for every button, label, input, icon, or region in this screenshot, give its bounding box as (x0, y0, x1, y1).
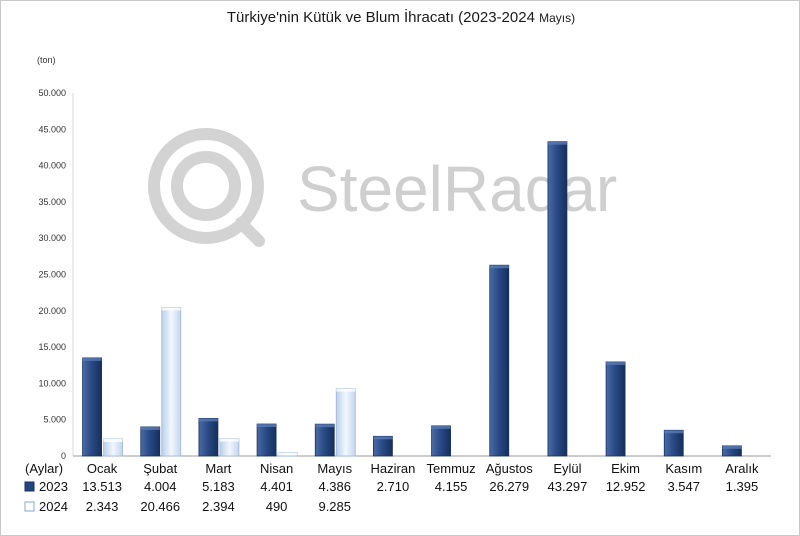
y-tick-label: 40.000 (38, 161, 66, 171)
bar-cap-2023-Ağustos (489, 265, 509, 269)
bar-cap-2023-Aralık (722, 445, 742, 449)
bar-cap-2023-Eylül (547, 141, 567, 145)
table-value-2023-Aralık: 1.395 (726, 479, 759, 494)
bar-2023-Temmuz (431, 425, 451, 457)
category-label-Mart: Mart (205, 461, 231, 476)
bar-cap-2024-Mart (219, 438, 239, 442)
legend-label-2023: 2023 (39, 479, 68, 494)
table-value-2024-Mayıs: 9.285 (318, 499, 351, 514)
y-tick-label: 15.000 (38, 342, 66, 352)
bar-cap-2023-Temmuz (431, 425, 451, 429)
bar-cap-2023-Nisan (257, 424, 277, 428)
bar-2023-Nisan (256, 423, 277, 457)
bar-cap-2023-Kasım (664, 430, 684, 434)
table-value-2023-Ocak: 13.513 (82, 479, 122, 494)
bar-cap-2024-Nisan (278, 452, 298, 456)
legend-swatch-2023 (24, 481, 35, 492)
bar-2023-Ağustos (489, 264, 510, 457)
bar-2023-Kasım (663, 429, 684, 457)
chart-title-suffix: Mayıs) (539, 11, 576, 25)
table-value-2023-Ekim: 12.952 (606, 479, 646, 494)
bar-2023-Ekim (605, 361, 626, 457)
category-label-Haziran: Haziran (371, 461, 416, 476)
y-tick-label: 30.000 (38, 233, 66, 243)
y-tick-label: 45.000 (38, 124, 66, 134)
bar-cap-2024-Ocak (103, 438, 123, 442)
bar-2023-Ocak (82, 357, 102, 457)
bar-cap-2024-Mayıs (336, 388, 356, 392)
category-label-Eylül: Eylül (553, 461, 581, 476)
bar-2023-Mayıs (314, 423, 335, 457)
table-value-2023-Nisan: 4.401 (260, 479, 293, 494)
chart-title: Türkiye'nin Kütük ve Blum İhracatı (2023… (1, 9, 800, 26)
table-value-2023-Şubat: 4.004 (144, 479, 177, 494)
bar-cap-2024-Şubat (161, 307, 181, 311)
table-value-2023-Ağustos: 26.279 (489, 479, 529, 494)
bar-2023-Mart (198, 417, 219, 457)
bar-cap-2023-Mart (198, 418, 218, 422)
table-value-2023-Kasım: 3.547 (667, 479, 700, 494)
chart-title-main: Türkiye'nin Kütük ve Blum İhracatı (2023… (226, 9, 535, 26)
bar-cap-2023-Haziran (373, 436, 393, 440)
y-tick-label: 25.000 (38, 270, 66, 280)
table-value-2023-Mart: 5.183 (202, 479, 235, 494)
table-value-2023-Mayıs: 4.386 (318, 479, 351, 494)
y-tick-label: 5.000 (43, 415, 66, 425)
category-label-Ağustos: Ağustos (486, 461, 533, 476)
category-label-Ocak: Ocak (87, 461, 118, 476)
category-label-Mayıs: Mayıs (317, 461, 352, 476)
category-label-Aralık: Aralık (725, 461, 759, 476)
y-tick-label: 50.000 (38, 88, 66, 98)
bar-cap-2023-Mayıs (315, 424, 335, 428)
legend-label-2024: 2024 (39, 499, 68, 514)
axis-layer: (ton) 0 5.000 10.000 15.000 20.000 25.000 30.00… (37, 55, 771, 461)
bar-2024-Şubat (161, 307, 182, 457)
table-value-2024-Şubat: 20.466 (140, 499, 180, 514)
category-label-Kasım: Kasım (665, 461, 702, 476)
category-label-Ekim: Ekim (611, 461, 640, 476)
watermark-logo-icon (148, 128, 265, 247)
table-value-2023-Haziran: 2.710 (377, 479, 410, 494)
table-value-2024-Mart: 2.394 (202, 499, 235, 514)
table-value-2023-Eylül: 43.297 (548, 479, 588, 494)
y-tick-label: 0 (61, 451, 66, 461)
bars-layer (82, 141, 742, 457)
y-tick-label: 10.000 (38, 378, 66, 388)
bar-cap-2023-Ekim (606, 361, 626, 365)
bar-2024-Mayıs (335, 388, 356, 457)
category-label-Temmuz: Temmuz (427, 461, 476, 476)
x-axis-title: (Aylar) (25, 461, 63, 476)
table-value-2023-Temmuz: 4.155 (435, 479, 468, 494)
bar-2023-Eylül (547, 141, 568, 457)
legend-swatch-2024 (24, 501, 35, 512)
category-label-Nisan: Nisan (260, 461, 293, 476)
data-table: (Aylar) Ocak Şubat Mart Nisan Mayıs Haziran Tem… (24, 461, 759, 514)
watermark-brand: SteelRadar (297, 153, 617, 225)
bar-cap-2023-Şubat (140, 426, 160, 430)
bar-2023-Şubat (140, 426, 161, 457)
table-value-2024-Ocak: 2.343 (86, 499, 119, 514)
y-axis-unit-label: (ton) (37, 55, 56, 65)
category-label-Şubat: Şubat (143, 461, 177, 476)
bar-cap-2023-Ocak (82, 357, 102, 361)
table-value-2024-Nisan: 490 (266, 499, 288, 514)
y-tick-label: 35.000 (38, 197, 66, 207)
y-tick-label: 20.000 (38, 306, 66, 316)
